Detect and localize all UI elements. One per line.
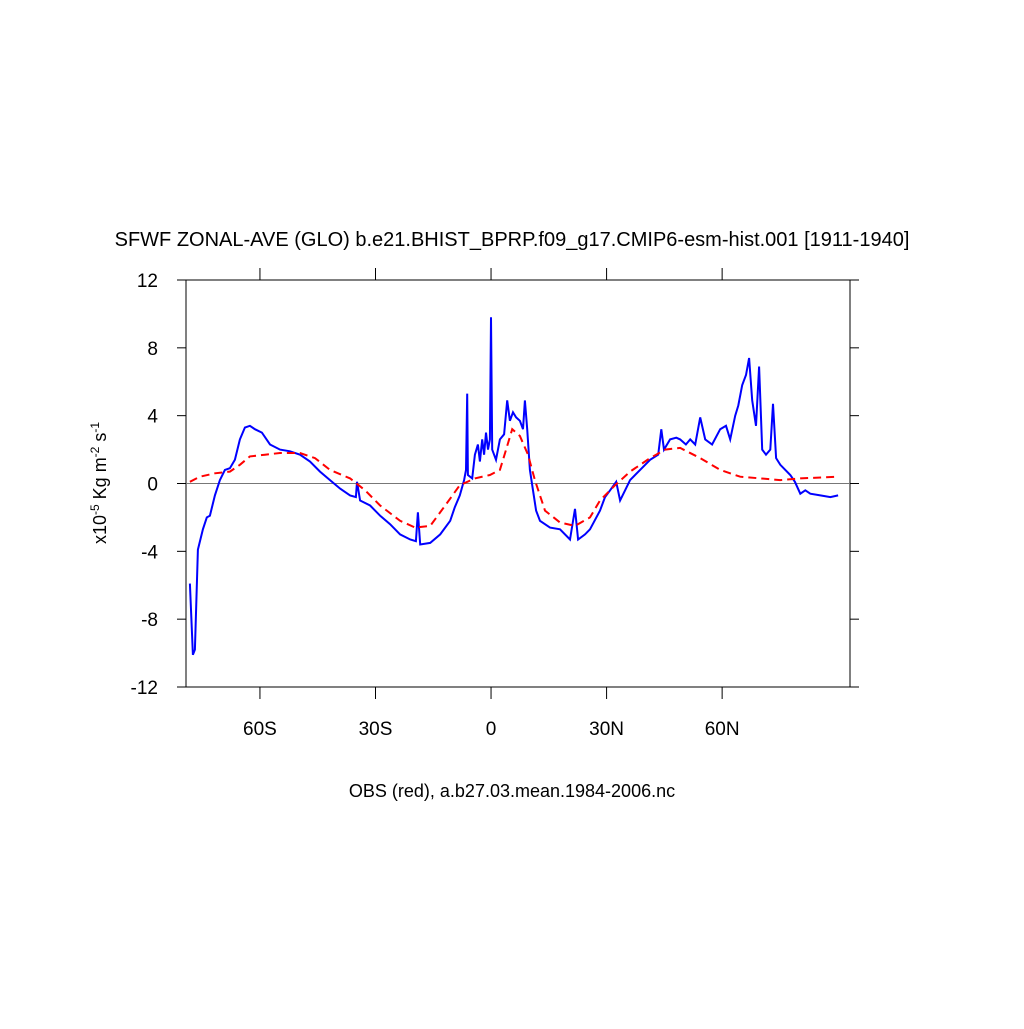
y-label-part: Kg m	[90, 457, 110, 504]
x-tick-label: 30N	[589, 719, 624, 740]
chart-title: SFWF ZONAL-AVE (GLO) b.e21.BHIST_BPRP.f0…	[115, 229, 910, 251]
x-axis-label: OBS (red), a.b27.03.mean.1984-2006.nc	[349, 781, 675, 801]
y-label-part: x10	[90, 515, 110, 544]
data-line	[188, 317, 839, 656]
y-label-part: s	[90, 433, 110, 447]
data-line	[189, 427, 839, 529]
y-tick-label: 4	[147, 407, 158, 428]
y-label-sup: -1	[88, 422, 102, 433]
x-tick-label: 60N	[705, 719, 740, 740]
y-axis-label: x10-5 Kg m-2 s-1	[88, 422, 110, 544]
x-tick-label: 60S	[243, 719, 277, 740]
y-tick-label: 8	[147, 339, 158, 360]
x-tick-label: 30S	[359, 719, 393, 740]
y-tick-label: 0	[147, 475, 158, 496]
y-tick-label: -4	[141, 542, 158, 563]
y-tick-label: -12	[131, 678, 158, 699]
y-tick-label: -8	[141, 610, 158, 631]
y-tick-label: 12	[137, 271, 158, 292]
y-label-sup: -2	[88, 446, 102, 457]
x-tick-label: 0	[486, 719, 497, 740]
y-label-sup: -5	[88, 504, 102, 515]
